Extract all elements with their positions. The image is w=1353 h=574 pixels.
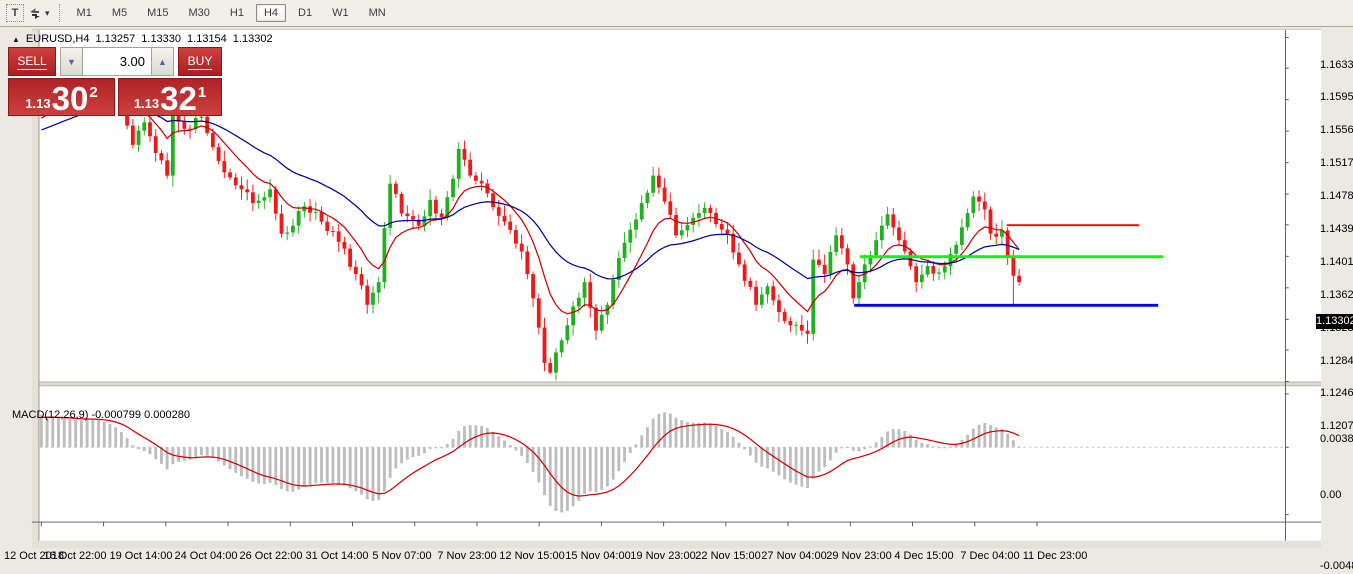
symbol-name: EURUSD,H4 — [25, 33, 90, 45]
up-arrow-icon: ▲ — [158, 56, 167, 67]
ohlc-close: 1.13302 — [232, 33, 273, 45]
sell-pips: 30 — [51, 80, 89, 117]
volume-spinner: ▼ ▲ — [60, 47, 174, 76]
price-axis-label: 1.14390 — [1320, 223, 1353, 235]
spinner-down-button[interactable]: ▼ — [60, 47, 83, 76]
price-axis-label: 1.15170 — [1320, 157, 1353, 169]
down-arrow-icon: ▼ — [67, 56, 76, 67]
time-axis-label: 24 Oct 04:00 — [174, 550, 238, 562]
volume-input[interactable] — [83, 47, 151, 76]
time-axis-label: 15 Nov 04:00 — [565, 550, 631, 562]
ohlc-open: 1.13257 — [95, 33, 136, 45]
time-axis-label: 19 Oct 14:00 — [109, 550, 173, 562]
tf-button-D1[interactable]: D1 — [298, 7, 313, 19]
symbol-header: ▲ EURUSD,H4 1.13257 1.13330 1.13154 1.13… — [12, 33, 273, 45]
spinner-up-button[interactable]: ▲ — [151, 47, 174, 76]
price-axis-label: 1.14780 — [1320, 190, 1353, 202]
text-label-tool-button[interactable]: T — [5, 3, 25, 23]
time-axis-label: 4 Dec 15:00 — [894, 550, 954, 562]
toolbar-grip[interactable] — [58, 4, 61, 22]
time-axis-label: 31 Oct 14:00 — [305, 550, 369, 562]
tf-button-M5[interactable]: M5 — [111, 7, 128, 19]
arrows-tool-button[interactable]: ▾ — [27, 3, 50, 23]
sell-price-box[interactable]: 1.13 30 2 — [8, 78, 115, 116]
tf-button-H4[interactable]: H4 — [255, 4, 287, 22]
toolbar: T ▾ M1 M5 M15 M30 H1 H4 D1 W1 MN — [0, 0, 1353, 27]
time-axis-label: 22 Nov 15:00 — [695, 550, 761, 562]
price-axis-label: 1.15560 — [1320, 124, 1353, 136]
macd-pane-surface[interactable] — [8, 404, 1315, 546]
tf-button-M1[interactable]: M1 — [76, 7, 92, 19]
buy-big-figure: 1.13 — [133, 96, 160, 111]
tf-button-MN[interactable]: MN — [368, 7, 386, 19]
time-axis-label: 27 Nov 04:00 — [761, 550, 827, 562]
time-axis-label: 7 Dec 04:00 — [960, 550, 1020, 562]
ohlc-low: 1.13154 — [187, 33, 227, 45]
ohlc-high: 1.13330 — [141, 33, 182, 45]
price-axis-label: 1.14010 — [1320, 256, 1353, 268]
macd-indicator-label: MACD(12,26,9) -0.000799 0.000280 — [12, 409, 190, 421]
one-click-trade-panel: SELL ▼ ▲ BUY 1.13 30 2 1.13 32 1 — [8, 47, 222, 116]
sell-pipette: 2 — [89, 84, 98, 101]
buy-pipette: 1 — [197, 84, 207, 101]
collapse-triangle-icon[interactable]: ▲ — [12, 34, 20, 44]
price-axis-label: 1.15950 — [1320, 91, 1353, 103]
tf-button-M30[interactable]: M30 — [188, 7, 210, 19]
price-axis-label: 1.12460 — [1320, 387, 1353, 399]
time-axis-label: 12 Oct 2018 — [4, 550, 64, 562]
dropdown-caret-icon: ▾ — [45, 7, 50, 18]
timeframe-toolbar: M1 M5 M15 M30 H1 H4 D1 W1 MN — [67, 4, 396, 22]
time-axis-label: 16 Oct 22:00 — [43, 550, 107, 562]
macd-axis-label: 0.00 — [1320, 489, 1342, 501]
time-axis-label: 29 Nov 23:00 — [826, 550, 892, 562]
time-axis-label: 7 Nov 23:00 — [437, 550, 497, 562]
arrows-tool-icon — [30, 8, 40, 19]
buy-price-box[interactable]: 1.13 32 1 — [118, 78, 222, 116]
sell-big-figure: 1.13 — [25, 96, 51, 111]
sell-button[interactable]: SELL — [8, 47, 56, 76]
price-axis-label: 1.12840 — [1320, 355, 1353, 367]
tf-button-H1[interactable]: H1 — [229, 7, 244, 19]
text-tool-icon: T — [6, 4, 24, 22]
buy-button[interactable]: BUY — [178, 47, 222, 76]
tf-button-W1[interactable]: W1 — [332, 7, 349, 19]
time-axis-label: 26 Oct 22:00 — [239, 550, 303, 562]
price-axis-label: 1.16330 — [1320, 59, 1353, 71]
sell-button-label: SELL — [17, 53, 47, 70]
time-axis-label: 5 Nov 07:00 — [372, 550, 432, 562]
macd-axis-label: 0.003847 — [1320, 433, 1353, 445]
time-axis-label: 19 Nov 23:00 — [630, 550, 696, 562]
tf-button-M15[interactable]: M15 — [147, 7, 169, 19]
current-price-tag: 1.13302 — [1316, 314, 1353, 329]
macd-axis-label: -0.004856 — [1320, 560, 1353, 572]
buy-pips: 32 — [160, 80, 197, 117]
price-axis-label: 1.13620 — [1320, 289, 1353, 301]
buy-button-label: BUY — [187, 53, 213, 70]
time-axis-label: 12 Nov 15:00 — [499, 550, 565, 562]
time-axis-label: 11 Dec 23:00 — [1022, 550, 1088, 562]
